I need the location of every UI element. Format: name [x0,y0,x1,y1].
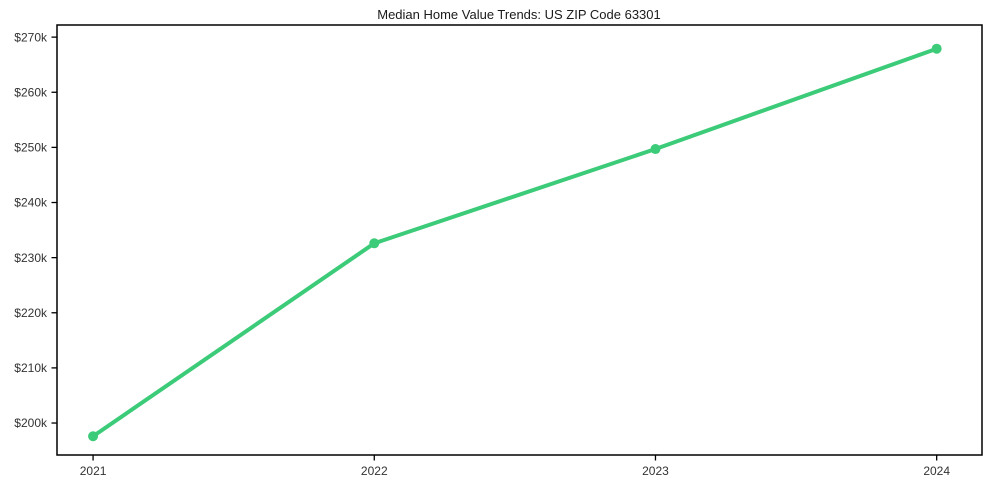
data-point-marker [931,43,942,54]
y-tick-label: $270k [14,30,48,44]
y-tick-label: $230k [14,251,48,265]
axes-layer: $200k $210k $220k $230k $240k $250k $260k $270k… [14,24,983,478]
y-tick-label: $250k [14,141,48,155]
x-tick-label: 2021 [80,464,107,478]
y-tick-label: $240k [14,196,48,210]
data-point-marker [369,238,380,249]
x-tick-label: 2023 [642,464,669,478]
plot-border [56,24,983,456]
y-tick-label: $220k [14,306,48,320]
chart-title: Median Home Value Trends: US ZIP Code 63… [377,7,661,22]
y-tick-label: $260k [14,85,48,99]
data-point-marker [88,431,99,442]
data-point-marker [650,144,661,155]
y-tick-label: $210k [14,361,48,375]
y-tick-label: $200k [14,416,48,430]
x-tick-label: 2024 [923,464,950,478]
series-layer [88,43,942,442]
x-tick-label: 2022 [361,464,388,478]
series-line [91,46,939,439]
